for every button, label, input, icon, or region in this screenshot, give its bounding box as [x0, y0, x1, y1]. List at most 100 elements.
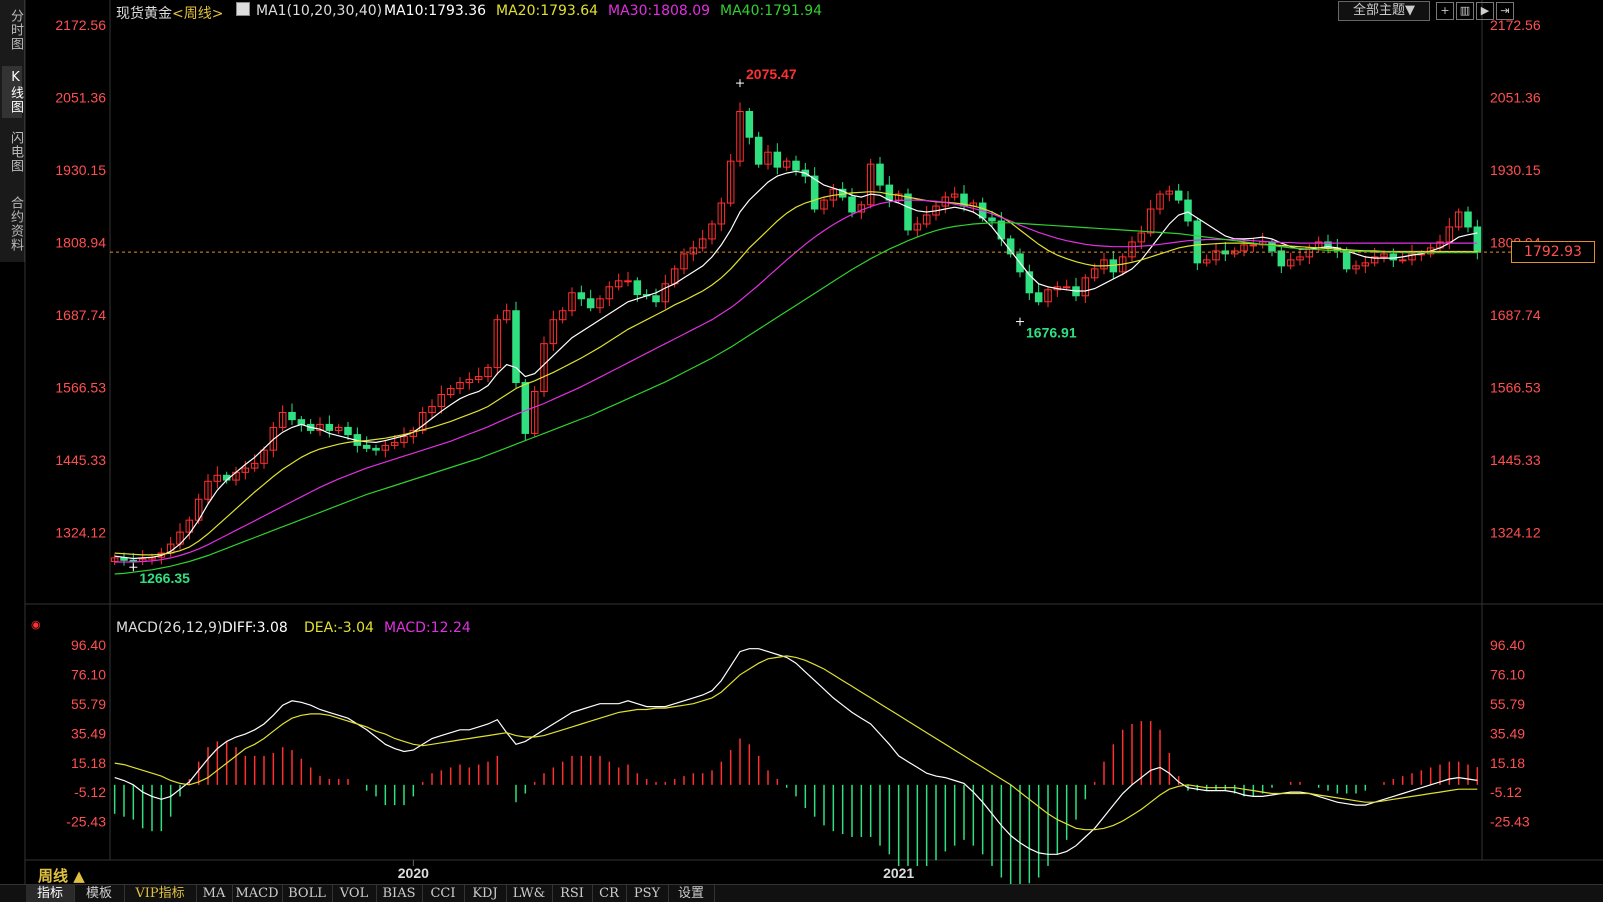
tab-kdj[interactable]: KDJ	[464, 885, 507, 902]
candle-body-down	[577, 292, 586, 300]
candle-body-up	[493, 319, 502, 369]
macd-y-tick-right: -25.43	[1490, 814, 1530, 830]
step-forward-icon[interactable]: ▶	[1476, 2, 1494, 20]
tab-rsi[interactable]: RSI	[552, 885, 593, 902]
macd-y-tick-left: 15.18	[71, 755, 106, 771]
candle-body-up	[558, 310, 567, 321]
y-tick-left: 1566.53	[55, 380, 106, 396]
sidebar-tab-timeshare[interactable]: 分时图	[8, 9, 23, 51]
period-selector[interactable]: 周线 ▲	[38, 867, 85, 885]
y-tick-left: 1930.15	[55, 162, 106, 178]
tab-vol[interactable]: VOL	[332, 885, 377, 902]
candle-body-up	[1146, 208, 1155, 234]
zoom-in-icon[interactable]: ▥	[1456, 2, 1474, 20]
candle-body-down	[876, 163, 884, 186]
candle-body-down	[754, 136, 763, 165]
ma-line-ma20	[114, 191, 1478, 556]
macd-y-tick-right: 76.10	[1490, 667, 1525, 683]
y-tick-left: 1808.94	[55, 235, 106, 251]
candle-body-up	[484, 367, 492, 378]
macd-y-tick-right: -5.12	[1490, 784, 1522, 800]
tab-bias[interactable]: BIAS	[376, 885, 423, 902]
sidebar-tab-contract-info[interactable]: 合约资料	[8, 196, 23, 252]
tab-settings[interactable]: 设置	[668, 885, 715, 902]
tab-vip-indicator[interactable]: VIP指标	[124, 885, 197, 902]
candle-body-up	[624, 280, 632, 283]
candle-body-down	[633, 280, 642, 296]
candle-body-up	[1249, 244, 1258, 247]
tab-indicator[interactable]: 指标	[26, 885, 75, 902]
candle-body-up	[1081, 277, 1090, 297]
y-tick-right: 1566.53	[1490, 380, 1541, 396]
candle-body-up	[213, 474, 222, 482]
candle-body-up	[698, 238, 707, 249]
candle-body-up	[204, 480, 212, 500]
y-tick-right: 1687.74	[1490, 307, 1541, 323]
candle-body-up	[661, 283, 670, 303]
tab-template[interactable]: 模板	[74, 885, 125, 902]
macd-y-tick-right: 15.18	[1490, 755, 1525, 771]
candle-body-up	[1202, 259, 1211, 264]
candle-body-down	[792, 160, 800, 171]
candle-body-down	[988, 217, 996, 222]
tab-boll[interactable]: BOLL	[282, 885, 333, 902]
sidebar-tab-flash[interactable]: 闪电图	[8, 131, 23, 173]
candle-body-down	[848, 196, 856, 213]
candle-body-up	[1044, 289, 1052, 303]
tab-lw[interactable]: LW&	[506, 885, 553, 902]
tab-cci[interactable]: CCI	[422, 885, 465, 902]
ma10-value: MA10:1793.36	[384, 3, 487, 19]
candle-body-up	[1296, 256, 1304, 261]
candle-body-up	[502, 310, 511, 321]
candle-body-down	[288, 411, 296, 421]
crosshair-icon[interactable]: +	[1436, 2, 1454, 20]
candle-body-down	[129, 559, 138, 562]
tab-cr[interactable]: CR	[592, 885, 627, 902]
candle-body-down	[745, 110, 754, 138]
candle-body-up	[726, 160, 735, 204]
candle-body-up	[1230, 250, 1239, 255]
macd-y-tick-right: 96.40	[1490, 637, 1525, 653]
tab-ma[interactable]: MA	[196, 885, 233, 902]
tab-macd[interactable]: MACD	[232, 885, 283, 902]
legend-icon[interactable]	[236, 2, 250, 16]
y-tick-right: 2051.36	[1490, 90, 1541, 106]
candle-body-up	[1445, 226, 1454, 243]
ma30-value: MA30:1808.09	[608, 3, 711, 19]
candle-body-down	[885, 184, 894, 201]
sidebar-tab-kline[interactable]: K线图	[2, 66, 23, 118]
candle-body-up	[1128, 241, 1136, 258]
candle-body-up	[269, 426, 278, 451]
candle-body-down	[1268, 241, 1276, 252]
candle-body-down	[344, 426, 352, 436]
candle-body-up	[820, 199, 828, 210]
theme-button[interactable]: 全部主题▼	[1338, 1, 1430, 21]
macd-params: MACD(26,12,9)	[116, 620, 223, 636]
candle-body-up	[110, 557, 119, 562]
candle-body-down	[1464, 211, 1472, 228]
macd-y-tick-left: 76.10	[71, 667, 106, 683]
macd-y-tick-left: 96.40	[71, 637, 106, 653]
macd-diff-line	[114, 648, 1478, 855]
ma-line-ma40	[114, 222, 1478, 575]
candle-body-up	[1286, 259, 1295, 267]
tab-psy[interactable]: PSY	[626, 885, 669, 902]
step-end-icon[interactable]: ⇥	[1496, 2, 1514, 20]
candle-body-up	[446, 388, 455, 396]
macd-y-tick-left: 35.49	[71, 725, 106, 741]
instrument-title: 现货黄金	[116, 6, 172, 22]
candle-body-up	[614, 280, 623, 288]
candle-body-up	[334, 426, 343, 431]
candle-body-down	[297, 419, 306, 425]
macd-settings-icon[interactable]: ◉	[31, 618, 41, 631]
y-tick-right: 1324.12	[1490, 525, 1541, 541]
candle-body-up	[866, 163, 875, 206]
candle-body-up	[316, 423, 324, 431]
candle-body-down	[120, 557, 128, 561]
macd-y-tick-left: -5.12	[74, 784, 106, 800]
annotation-high: 2075.47	[746, 66, 797, 82]
candle-body-up	[390, 441, 399, 446]
candle-body-up	[1156, 193, 1164, 210]
candle-body-down	[362, 444, 371, 449]
